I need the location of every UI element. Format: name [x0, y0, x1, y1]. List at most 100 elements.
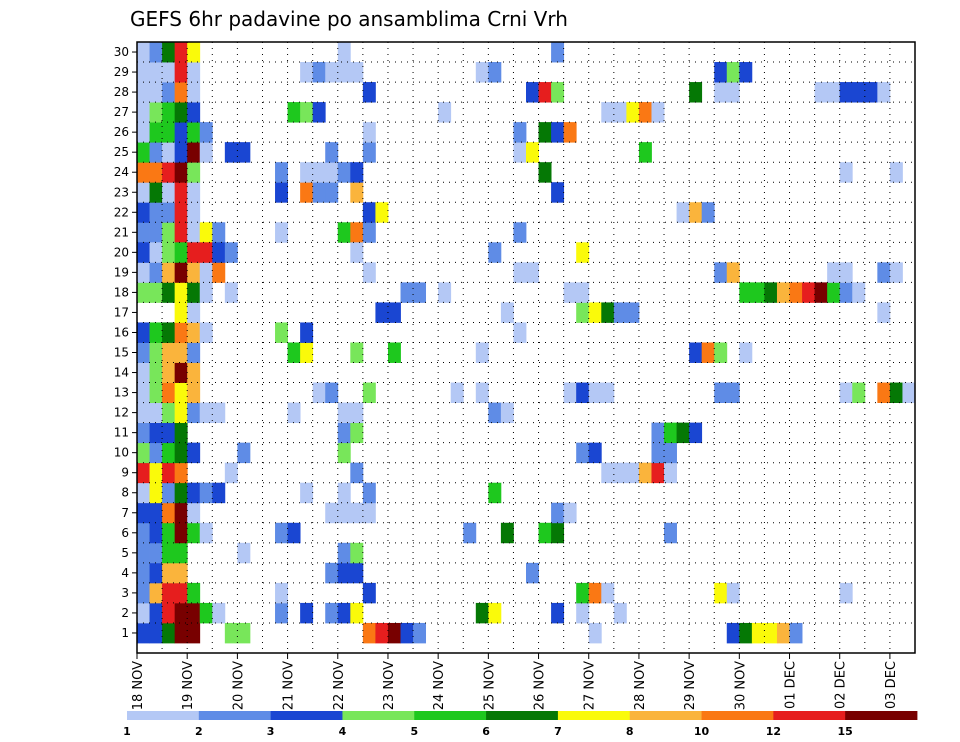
heatmap-cell [174, 462, 188, 484]
heatmap-cell [212, 262, 226, 283]
y-tick-label: 21 [114, 225, 129, 239]
x-tick-label: 18 NOV [131, 661, 146, 710]
heatmap-cell [137, 502, 150, 524]
heatmap-cell [275, 522, 288, 544]
heatmap-cell [526, 82, 539, 103]
heatmap-cell [187, 622, 201, 644]
colorbar-threshold-label: 2 [195, 725, 203, 738]
heatmap-cell [413, 622, 427, 644]
heatmap-cell [325, 562, 339, 584]
x-tick-label: 21 NOV [282, 661, 297, 710]
heatmap-cell [312, 162, 326, 183]
heatmap-cell [137, 582, 150, 604]
heatmap-cell [551, 502, 565, 524]
heatmap-cell [500, 402, 514, 424]
heatmap-cell [538, 162, 552, 183]
heatmap-cell [337, 422, 351, 444]
heatmap-cell [162, 402, 176, 424]
heatmap-cell [463, 522, 477, 544]
heatmap-cell [187, 362, 201, 383]
heatmap-cell [438, 102, 452, 123]
heatmap-cell [576, 282, 590, 303]
heatmap-cell [350, 402, 364, 424]
heatmap-cell [350, 542, 364, 564]
heatmap-cell [488, 62, 502, 83]
heatmap-cell [187, 202, 201, 223]
heatmap-cell [325, 142, 339, 163]
heatmap-cell [475, 382, 489, 403]
heatmap-cell [350, 162, 364, 183]
heatmap-cell [526, 262, 539, 283]
heatmap-cell [839, 82, 853, 103]
heatmap-cell [187, 142, 201, 163]
heatmap-cell [350, 242, 364, 263]
heatmap-cell [275, 162, 288, 183]
x-tick-label: 22 NOV [332, 661, 347, 710]
heatmap-cell [350, 502, 364, 524]
heatmap-cell [149, 202, 163, 223]
heatmap-cell [287, 402, 301, 424]
heatmap-cell [137, 342, 150, 363]
y-tick-label: 6 [121, 526, 129, 540]
y-tick-label: 5 [121, 546, 129, 560]
x-tick-label: 02 DEC [834, 661, 849, 709]
heatmap-cell [551, 122, 565, 143]
heatmap-cell [864, 82, 878, 103]
heatmap-cell [287, 522, 301, 544]
heatmap-cell [137, 102, 150, 123]
heatmap-cell [174, 562, 188, 584]
colorbar-threshold-label: 4 [339, 725, 347, 738]
heatmap-cell [199, 522, 213, 544]
y-tick-label: 26 [114, 125, 129, 139]
heatmap-cell [714, 82, 728, 103]
heatmap-cell [187, 42, 201, 63]
heatmap-cell [350, 562, 364, 584]
y-tick-label: 27 [114, 105, 129, 119]
heatmap-cell [350, 462, 364, 484]
heatmap-cell [174, 342, 188, 363]
heatmap-cell [613, 302, 627, 323]
heatmap-cell [187, 382, 201, 403]
heatmap-cell [187, 282, 201, 303]
heatmap-cell [174, 202, 188, 223]
heatmap-cell [739, 342, 753, 363]
heatmap-cell [162, 422, 176, 444]
heatmap-cell [300, 62, 314, 83]
heatmap-cell [162, 62, 176, 83]
heatmap-cell [726, 582, 740, 604]
heatmap-cell [149, 62, 163, 83]
heatmap-cell [287, 102, 301, 123]
heatmap-cell [588, 382, 602, 403]
heatmap-cell [538, 122, 552, 143]
heatmap-cell [162, 622, 176, 644]
heatmap-cell [337, 542, 351, 564]
heatmap-cell [676, 422, 690, 444]
heatmap-cell [149, 442, 163, 464]
y-tick-label: 14 [114, 366, 129, 380]
colorbar-threshold-label: 1 [123, 725, 131, 738]
heatmap-cell [638, 142, 652, 163]
heatmap-cell [137, 362, 150, 383]
heatmap-cell [224, 462, 238, 484]
heatmap-cell [877, 82, 891, 103]
y-tick-label: 1 [121, 626, 129, 640]
colorbar-threshold-label: 7 [554, 725, 562, 738]
grid-lines [137, 42, 915, 653]
heatmap-cell [877, 382, 891, 403]
heatmap-cell [776, 622, 790, 644]
heatmap-cell [187, 482, 201, 504]
heatmap-cell [689, 342, 703, 363]
heatmap-cell [526, 562, 539, 584]
y-tick-label: 20 [114, 245, 129, 259]
y-tick-label: 24 [114, 165, 129, 179]
heatmap-cell [362, 202, 376, 223]
heatmap-cell [137, 462, 150, 484]
heatmap-cell [174, 622, 188, 644]
heatmap-cell [551, 522, 565, 544]
heatmap-cell [438, 282, 452, 303]
heatmap-cell [162, 322, 176, 343]
heatmap-cell [149, 142, 163, 163]
heatmap-cell [362, 502, 376, 524]
heatmap-cell [714, 262, 728, 283]
heatmap-cell [237, 542, 251, 564]
